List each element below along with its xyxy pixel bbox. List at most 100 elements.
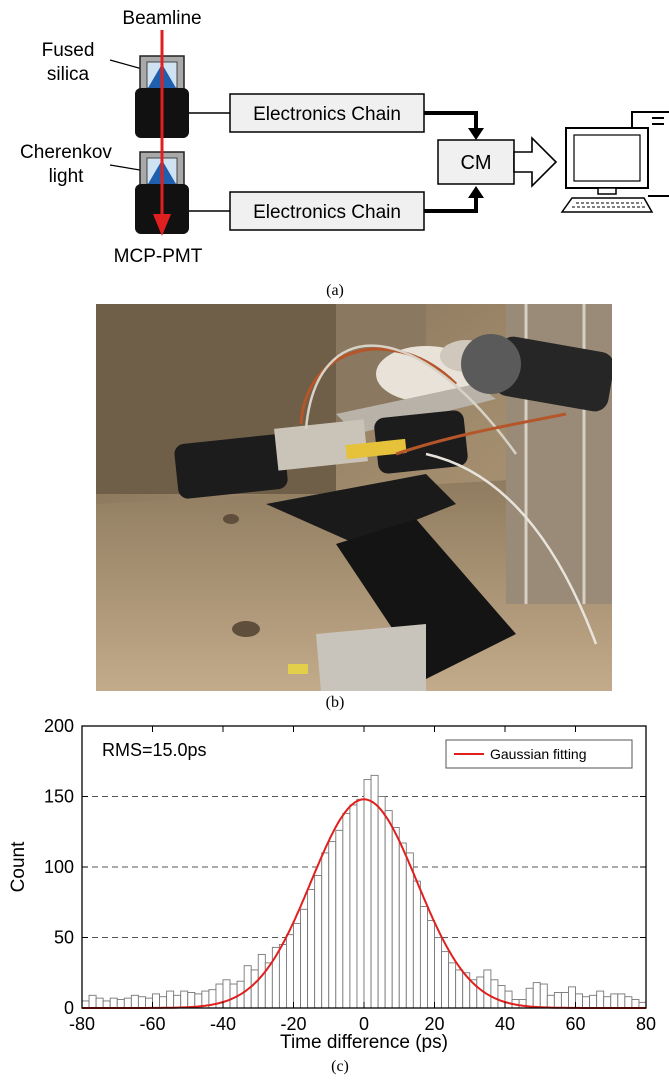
histogram-bar (286, 934, 294, 1009)
histogram-bar (152, 993, 161, 1009)
histogram-bar (314, 875, 323, 1009)
histogram-bar (335, 829, 344, 1009)
histogram-bar (130, 994, 139, 1009)
cherenkov-label-2: light (49, 166, 85, 187)
rms-annotation: RMS=15.0ps (102, 740, 207, 760)
legend-label: Gaussian fitting (490, 746, 587, 762)
histogram-bar (412, 880, 421, 1009)
experimental-setup-photo (96, 304, 612, 691)
y-tick-label: 50 (54, 928, 74, 948)
histogram-bar (377, 796, 386, 1009)
arrow-top-to-cm (424, 111, 478, 132)
x-tick-label: -20 (280, 1014, 306, 1034)
histogram-bar (257, 953, 266, 1009)
caption-a: (a) (326, 282, 344, 299)
photo-drawing (96, 304, 612, 691)
histogram-bar (116, 999, 125, 1009)
electronics-chain-top-label: Electronics Chain (253, 104, 401, 125)
histogram-bar (349, 804, 358, 1009)
y-tick-label: 200 (44, 716, 74, 736)
histogram-bar (356, 798, 365, 1009)
histogram-bar (525, 987, 534, 1009)
electronics-chain-bottom-label: Electronics Chain (253, 202, 401, 223)
histogram-bar (497, 984, 506, 1009)
histogram-bar (300, 908, 309, 1009)
histogram-bar (109, 997, 118, 1009)
histogram-bar (419, 906, 428, 1009)
histogram-bar (144, 997, 153, 1009)
x-tick-label: 80 (636, 1014, 656, 1034)
histogram-bar (441, 951, 450, 1009)
histogram-bar (173, 994, 182, 1009)
histogram-bar (342, 812, 351, 1009)
legend: Gaussian fitting (445, 739, 633, 769)
histogram-bar (88, 994, 97, 1009)
arrow-bottom-head (468, 186, 484, 198)
x-tick-label: -80 (69, 1014, 95, 1034)
histogram-bar (448, 962, 457, 1009)
cm-to-computer-arrow (513, 136, 558, 188)
histogram-bar (159, 996, 168, 1009)
x-tick-label: -60 (139, 1014, 165, 1034)
y-axis-ticks: 0 50 100 150 200 (44, 716, 646, 1018)
x-axis-ticks: -80 -60 -40 -20 0 20 40 60 80 (69, 726, 656, 1034)
histogram-bar (321, 852, 330, 1009)
histogram-bar (278, 944, 287, 1009)
histogram-bar (434, 937, 442, 1009)
x-tick-label: -40 (210, 1014, 236, 1034)
fused-silica-label-2: silica (47, 64, 90, 85)
y-tick-label: 100 (44, 857, 74, 877)
histogram-bar (123, 997, 132, 1009)
histogram-bar (490, 979, 499, 1009)
histogram-bar (610, 993, 619, 1009)
histogram-bar (596, 990, 605, 1009)
x-axis-label: Time difference (ps) (280, 1032, 448, 1053)
beamline-arrowhead (153, 214, 171, 236)
x-tick-label: 0 (359, 1014, 369, 1034)
histogram-bar (293, 922, 302, 1009)
cherenkov-label-1: Cherenkov (20, 142, 112, 163)
x-tick-label: 40 (495, 1014, 515, 1034)
caption-c: (c) (331, 1058, 349, 1075)
setup-diagram: Beamline Fused silica Cherenkov light MC… (20, 8, 669, 267)
cm-label: CM (460, 152, 491, 174)
histogram-bar (328, 841, 337, 1009)
histogram-bar (391, 827, 400, 1009)
histogram-bar (560, 992, 569, 1009)
histogram-bar (546, 994, 555, 1009)
histogram-bar (405, 852, 414, 1009)
histogram-bar (476, 976, 485, 1009)
x-tick-label: 20 (424, 1014, 444, 1034)
histogram-bar (180, 990, 189, 1009)
histogram-bar (575, 993, 583, 1009)
histogram-bar (504, 990, 513, 1009)
histogram-bar (455, 969, 464, 1009)
mcp-pmt-label: MCP-PMT (114, 246, 203, 267)
histogram-bar (370, 774, 379, 1009)
histogram-bar (81, 1000, 90, 1009)
time-difference-histogram: -80 -60 -40 -20 0 20 40 60 80 0 50 100 150 200 RMS=1… (8, 716, 656, 1053)
histogram-bar (95, 997, 104, 1009)
histogram-bar (307, 889, 316, 1009)
caption-b: (b) (325, 694, 345, 711)
histogram-bar (589, 994, 598, 1009)
histogram-bar (222, 979, 231, 1009)
histogram-bar (617, 993, 626, 1009)
fused-silica-label-1: Fused (42, 40, 95, 61)
computer-icon (560, 111, 669, 213)
histogram-bar (553, 992, 562, 1009)
histogram-bar (102, 1000, 111, 1009)
histogram-bar (582, 996, 591, 1009)
histogram-bar (624, 996, 633, 1009)
histogram-bar (568, 986, 576, 1009)
y-axis-label: Count (8, 841, 29, 892)
histogram-bar (250, 969, 259, 1009)
electronics-chain-top (229, 93, 425, 133)
beamline-label: Beamline (122, 8, 201, 29)
histogram-bar (137, 996, 146, 1009)
arrow-top-head (468, 128, 484, 140)
histogram-bar (187, 992, 196, 1009)
histogram-bar (631, 999, 640, 1009)
x-tick-label: 60 (565, 1014, 585, 1034)
histogram-bar (384, 810, 393, 1009)
